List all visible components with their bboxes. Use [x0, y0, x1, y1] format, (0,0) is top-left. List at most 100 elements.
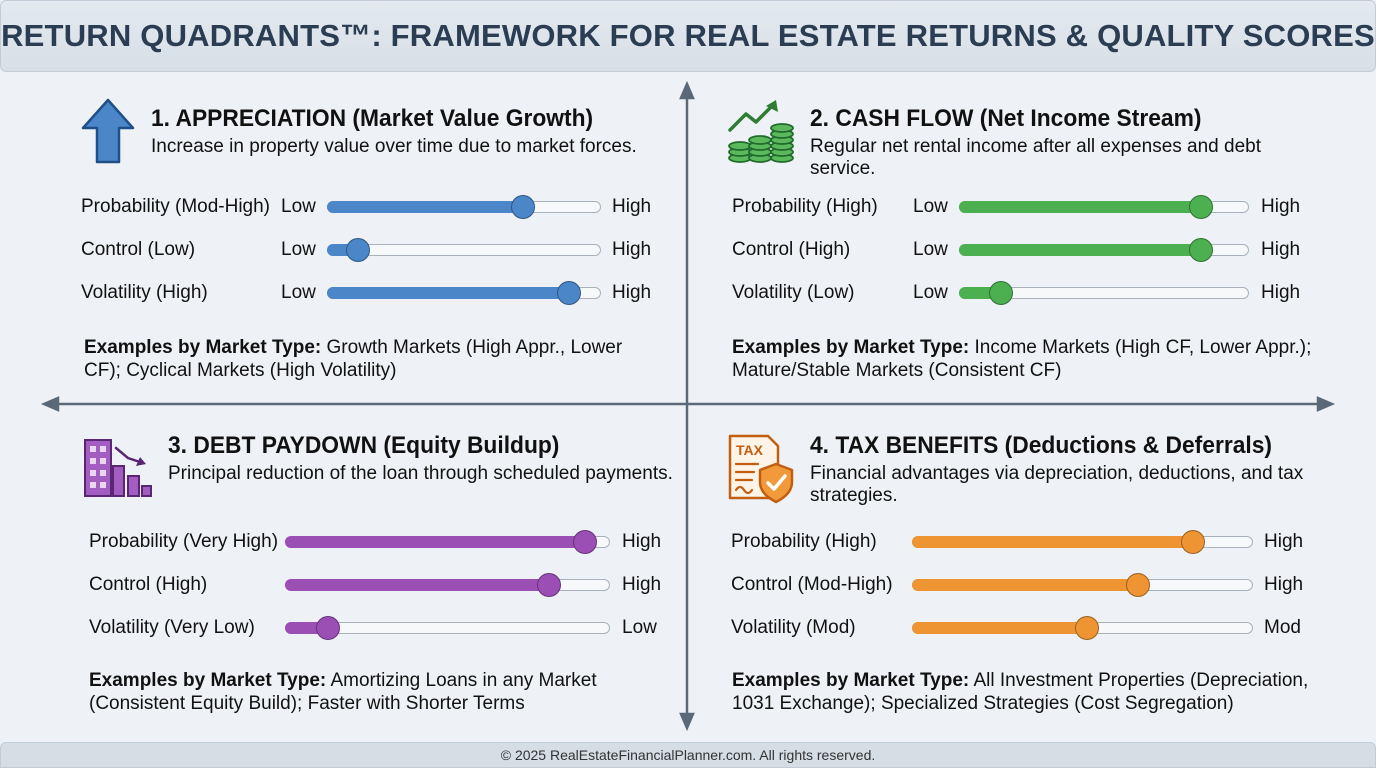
quadrant-title: 3. DEBT PAYDOWN (Equity Buildup): [168, 432, 560, 459]
scale-high-label: High: [612, 196, 652, 217]
examples-text: Growth Markets (High Appr., Lower CF); C…: [84, 337, 623, 381]
page-title: RETURN QUADRANTS™: FRAMEWORK FOR REAL ES…: [1, 18, 1375, 53]
quadrant-title: 4. TAX BENEFITS (Deductions & Deferrals): [810, 432, 1272, 459]
tax-shield-icon: TAX: [726, 432, 798, 509]
score-slider-fill: [959, 244, 1202, 256]
scale-high-label: Mod: [1264, 617, 1301, 638]
examples-label: Examples by Market Type:: [84, 337, 322, 358]
metric-label: Probability (Very High): [89, 531, 279, 552]
scale-low-label: Low: [913, 282, 948, 303]
scale-high-label: High: [1261, 239, 1301, 260]
score-slider-track: [959, 238, 1249, 262]
scale-high-label: High: [1261, 282, 1301, 303]
examples-label: Examples by Market Type:: [732, 337, 970, 358]
score-slider-track: [912, 530, 1253, 554]
score-slider-track: [912, 573, 1253, 597]
metric-label: Control (Mod-High): [731, 574, 893, 595]
score-slider-fill: [285, 579, 551, 591]
score-slider-fill: [327, 201, 524, 213]
scale-high-label: High: [612, 239, 652, 260]
metric-label: Control (Low): [81, 239, 196, 260]
score-slider-fill: [912, 536, 1194, 548]
score-slider-knob: [1126, 573, 1151, 597]
metric-row: Control (Mod-High) High: [731, 570, 1324, 600]
metric-label: Volatility (Very Low): [89, 617, 255, 638]
metric-row: Volatility (Low) Low High: [732, 278, 1321, 308]
metric-label: Probability (High): [732, 196, 878, 217]
score-slider-knob: [573, 530, 597, 554]
scale-low-label: Low: [281, 282, 316, 303]
scale-high-label: Low: [622, 617, 657, 638]
metric-label: Volatility (High): [81, 282, 208, 303]
score-slider-knob: [988, 281, 1013, 305]
metric-row: Probability (Mod-High) Low High: [81, 192, 672, 222]
metric-row: Volatility (Very Low) Low: [89, 613, 682, 643]
quadrant-description: Financial advantages via depreciation, d…: [810, 463, 1304, 506]
score-slider-fill: [912, 579, 1140, 591]
examples-debt-paydown: Examples by Market Type: Amortizing Loan…: [89, 669, 669, 715]
axis-arrow-down: [679, 712, 695, 732]
examples-appreciation: Examples by Market Type: Growth Markets …: [84, 336, 664, 382]
footer: © 2025 RealEstateFinancialPlanner.com. A…: [0, 742, 1376, 768]
examples-label: Examples by Market Type:: [89, 670, 327, 691]
score-slider-track: [285, 573, 610, 597]
axis-arrow-right: [1316, 396, 1336, 412]
score-slider-knob: [510, 195, 535, 219]
axis-arrow-up: [679, 80, 695, 100]
quadrant-title: 2. CASH FLOW (Net Income Stream): [810, 105, 1202, 132]
metric-row: Probability (High) Low High: [732, 192, 1321, 222]
svg-text:TAX: TAX: [736, 442, 764, 458]
score-slider-fill: [959, 201, 1202, 213]
score-slider-track: [959, 195, 1249, 219]
score-slider-track: [327, 238, 601, 262]
metric-row: Probability (High) High: [731, 527, 1324, 557]
scale-low-label: Low: [913, 196, 948, 217]
score-slider-knob: [557, 281, 582, 305]
arrow-up-icon: [80, 98, 136, 171]
examples-cash-flow: Examples by Market Type: Income Markets …: [732, 336, 1312, 382]
scale-high-label: High: [1261, 196, 1301, 217]
metric-label: Control (High): [89, 574, 208, 595]
score-slider-track: [912, 616, 1253, 640]
score-slider-fill: [912, 622, 1088, 634]
examples-tax-benefits: Examples by Market Type: All Investment …: [732, 669, 1312, 715]
score-slider-track: [285, 616, 610, 640]
metric-row: Volatility (Mod) Mod: [731, 613, 1324, 643]
score-slider-knob: [537, 573, 562, 597]
score-slider-knob: [1188, 238, 1213, 262]
metric-label: Volatility (Low): [732, 282, 855, 303]
metric-label: Probability (Mod-High): [81, 196, 271, 217]
axis-arrow-left: [40, 396, 60, 412]
score-slider-fill: [285, 536, 586, 548]
scale-high-label: High: [622, 574, 662, 595]
examples-label: Examples by Market Type:: [732, 670, 970, 691]
scale-low-label: Low: [281, 196, 316, 217]
quadrant-title: 1. APPRECIATION (Market Value Growth): [151, 105, 594, 132]
metric-row: Volatility (High) Low High: [81, 278, 672, 308]
scale-low-label: Low: [913, 239, 948, 260]
scale-high-label: High: [1264, 531, 1304, 552]
quadrant-description: Increase in property value over time due…: [151, 136, 637, 157]
score-slider-track: [327, 195, 601, 219]
examples-text: All Investment Properties (Depreciation,…: [732, 670, 1309, 714]
scale-high-label: High: [1264, 574, 1304, 595]
header-banner: RETURN QUADRANTS™: FRAMEWORK FOR REAL ES…: [0, 0, 1376, 72]
quadrant-description: Principal reduction of the loan through …: [168, 463, 673, 484]
metric-row: Control (Low) Low High: [81, 235, 672, 265]
score-slider-track: [959, 281, 1249, 305]
metric-label: Probability (High): [731, 531, 877, 552]
metric-row: Probability (Very High) High: [89, 527, 682, 557]
score-slider-track: [327, 281, 601, 305]
scale-low-label: Low: [281, 239, 316, 260]
examples-text: Income Markets (High CF, Lower Appr.); M…: [732, 337, 1312, 381]
metric-row: Control (High) High: [89, 570, 682, 600]
score-slider-knob: [1188, 195, 1213, 219]
score-slider-track: [285, 530, 610, 554]
metric-row: Control (High) Low High: [732, 235, 1321, 265]
score-slider-knob: [1074, 616, 1099, 640]
scale-high-label: High: [622, 531, 662, 552]
score-slider-knob: [316, 616, 341, 640]
quadrant-description: Regular net rental income after all expe…: [810, 136, 1261, 179]
score-slider-knob: [346, 238, 371, 262]
